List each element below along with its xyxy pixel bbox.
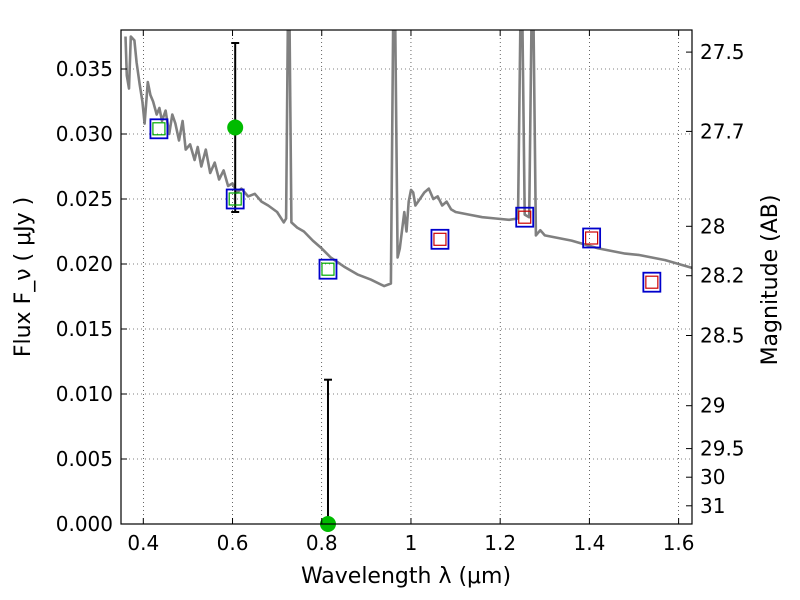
y-axis-label: Flux F_ν ( μJy )	[11, 197, 36, 357]
ticks	[121, 30, 692, 525]
model-photometry-box	[585, 231, 599, 245]
right-tick-label: 28.2	[700, 264, 745, 288]
model-photometry-box	[433, 232, 447, 246]
series-layer	[124, 30, 692, 288]
x-tick-label: 0.4	[127, 531, 159, 555]
plot-frame	[120, 29, 693, 525]
observed-photometry-box	[430, 228, 450, 250]
y-tick-label: 0.005	[56, 447, 113, 471]
tick-labels: 0.4 0.6 0.8 1 1.2 1.4 1.6 0.000 0.005 0.010 0.015 0…	[56, 40, 745, 555]
y-tick-label: 0.015	[56, 317, 113, 341]
observed-photometry-box	[149, 118, 169, 140]
observed-photometry-box	[582, 227, 602, 249]
x-axis-label: Wavelength λ (μm)	[301, 564, 511, 589]
right-tick-label: 27.5	[700, 40, 745, 64]
x-tick-label: 1	[405, 531, 418, 555]
y-tick-label: 0.035	[56, 57, 113, 81]
y-tick-label: 0.020	[56, 252, 113, 276]
observed-photometry-box	[515, 206, 535, 228]
right-tick-label: 30	[700, 465, 725, 489]
plot-background	[121, 30, 692, 524]
marker-layer	[149, 42, 662, 532]
x-tick-label: 1.2	[484, 531, 516, 555]
observed-photometry-box	[642, 271, 662, 293]
sed-model-line	[124, 30, 692, 288]
y-tick-label: 0.010	[56, 382, 113, 406]
x-tick-label: 0.6	[217, 531, 249, 555]
model-photometry-box	[321, 262, 335, 276]
x-tick-label: 1.4	[573, 531, 605, 555]
observed-photometry-box	[225, 188, 245, 210]
right-tick-label: 29	[700, 394, 725, 418]
model-photometry-box	[518, 210, 532, 224]
model-photometry-box	[228, 192, 242, 206]
right-tick-label: 28.5	[700, 324, 745, 348]
x-tick-label: 0.8	[306, 531, 338, 555]
observed-photometry-box	[318, 258, 338, 280]
y-tick-label: 0.025	[56, 187, 113, 211]
right-tick-label: 29.5	[700, 437, 745, 461]
y-tick-label: 0.000	[56, 512, 113, 536]
x-tick-label: 1.6	[663, 531, 695, 555]
right-tick-label: 27.7	[700, 119, 745, 143]
model-photometry-box	[645, 275, 659, 289]
right-tick-label: 28	[700, 214, 725, 238]
right-tick-label: 31	[700, 494, 725, 518]
y-tick-label: 0.030	[56, 122, 113, 146]
detection-point	[227, 119, 244, 136]
model-photometry-box	[152, 122, 166, 136]
right-axis-label: Magnitude (AB)	[758, 195, 783, 366]
